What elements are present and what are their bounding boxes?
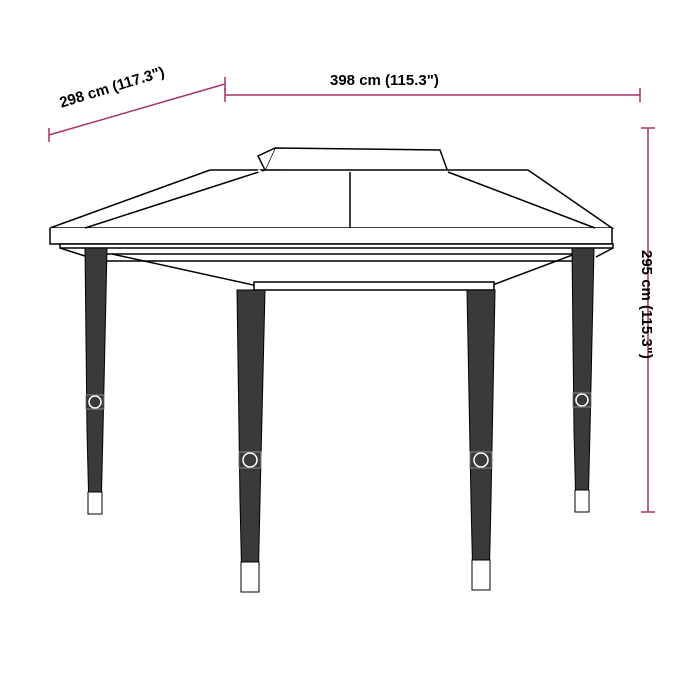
canopy-roof — [50, 148, 612, 244]
width-label: 398 cm (115.3") — [330, 72, 439, 89]
legs — [85, 248, 594, 592]
diagram-container: 298 cm (117.3") 398 cm (115.3") 295 cm (… — [0, 0, 700, 700]
height-label: 295 cm (115.3") — [638, 250, 655, 359]
frame-bars — [60, 244, 613, 290]
dimension-lines — [49, 77, 655, 512]
gazebo-diagram — [0, 0, 700, 700]
